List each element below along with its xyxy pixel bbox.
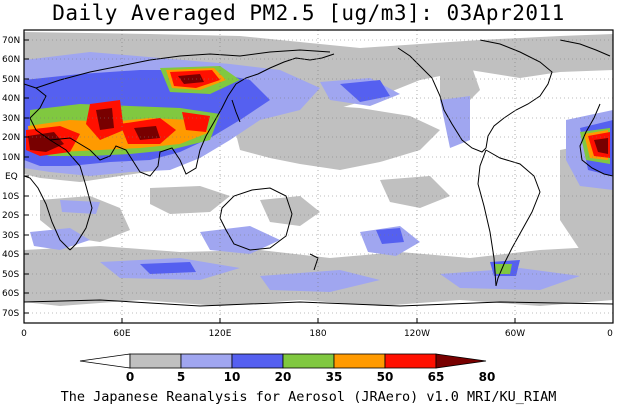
colorbar-segment bbox=[180, 353, 233, 369]
colorbar-label: 0 bbox=[126, 370, 134, 384]
lat-label: 40N bbox=[2, 94, 20, 104]
lon-ticks bbox=[121, 318, 516, 323]
colorbar: 0 5 10 20 35 50 65 80 bbox=[79, 353, 496, 384]
colorbar-segment bbox=[333, 353, 386, 369]
lat-label: 70N bbox=[2, 36, 20, 46]
map-field bbox=[24, 30, 613, 323]
lat-label: EQ bbox=[5, 172, 18, 182]
lon-label: 120W bbox=[404, 329, 430, 339]
colorbar-label: 5 bbox=[177, 370, 185, 384]
colorbar-segment bbox=[282, 353, 335, 369]
colorbar-label: 80 bbox=[479, 370, 496, 384]
colorbar-label: 35 bbox=[326, 370, 343, 384]
lon-label: 0 bbox=[21, 329, 27, 339]
lat-label: 70S bbox=[2, 309, 19, 319]
lat-label: 60N bbox=[2, 55, 20, 65]
colorbar-segment bbox=[129, 353, 182, 369]
colorbar-segments bbox=[79, 353, 487, 369]
colorbar-segment bbox=[384, 353, 437, 369]
credit-line: The Japanese Reanalysis for Aerosol (JRA… bbox=[60, 389, 557, 405]
colorbar-label: 20 bbox=[275, 370, 292, 384]
lat-label: 50S bbox=[2, 270, 19, 280]
lat-label: 10S bbox=[2, 192, 19, 202]
lat-labels: 70N 60N 50N 40N 30N 20N 10N EQ 10S 20S 3… bbox=[2, 36, 20, 319]
lat-label: 20S bbox=[2, 211, 19, 221]
lat-label: 30S bbox=[2, 231, 19, 241]
colorbar-right-arrow bbox=[435, 353, 487, 369]
coastlines bbox=[24, 39, 613, 307]
lat-label: 20N bbox=[2, 133, 20, 143]
colorbar-left-arrow bbox=[79, 353, 131, 369]
gridlines bbox=[24, 30, 613, 323]
lat-label: 10N bbox=[2, 153, 20, 163]
lon-label: 60E bbox=[113, 329, 130, 339]
lat-label: 40S bbox=[2, 250, 19, 260]
lat-label: 50N bbox=[2, 75, 20, 85]
lat-ticks bbox=[24, 39, 29, 314]
lon-label: 180 bbox=[309, 329, 326, 339]
lon-label: 120E bbox=[209, 329, 232, 339]
colorbar-segment bbox=[231, 353, 284, 369]
lon-labels: 0 60E 120E 180 120W 60W 0 bbox=[21, 329, 613, 339]
map-title: Daily Averaged PM2.5 [ug/m3]: 03Apr2011 bbox=[52, 1, 565, 25]
lat-label: 30N bbox=[2, 114, 20, 124]
colorbar-label: 50 bbox=[377, 370, 394, 384]
lat-label: 60S bbox=[2, 289, 19, 299]
colorbar-label: 10 bbox=[224, 370, 241, 384]
colorbar-labels: 0 5 10 20 35 50 65 80 bbox=[126, 370, 496, 384]
lon-label: 60W bbox=[505, 329, 525, 339]
colorbar-label: 65 bbox=[428, 370, 445, 384]
lon-label: 0 bbox=[607, 329, 613, 339]
